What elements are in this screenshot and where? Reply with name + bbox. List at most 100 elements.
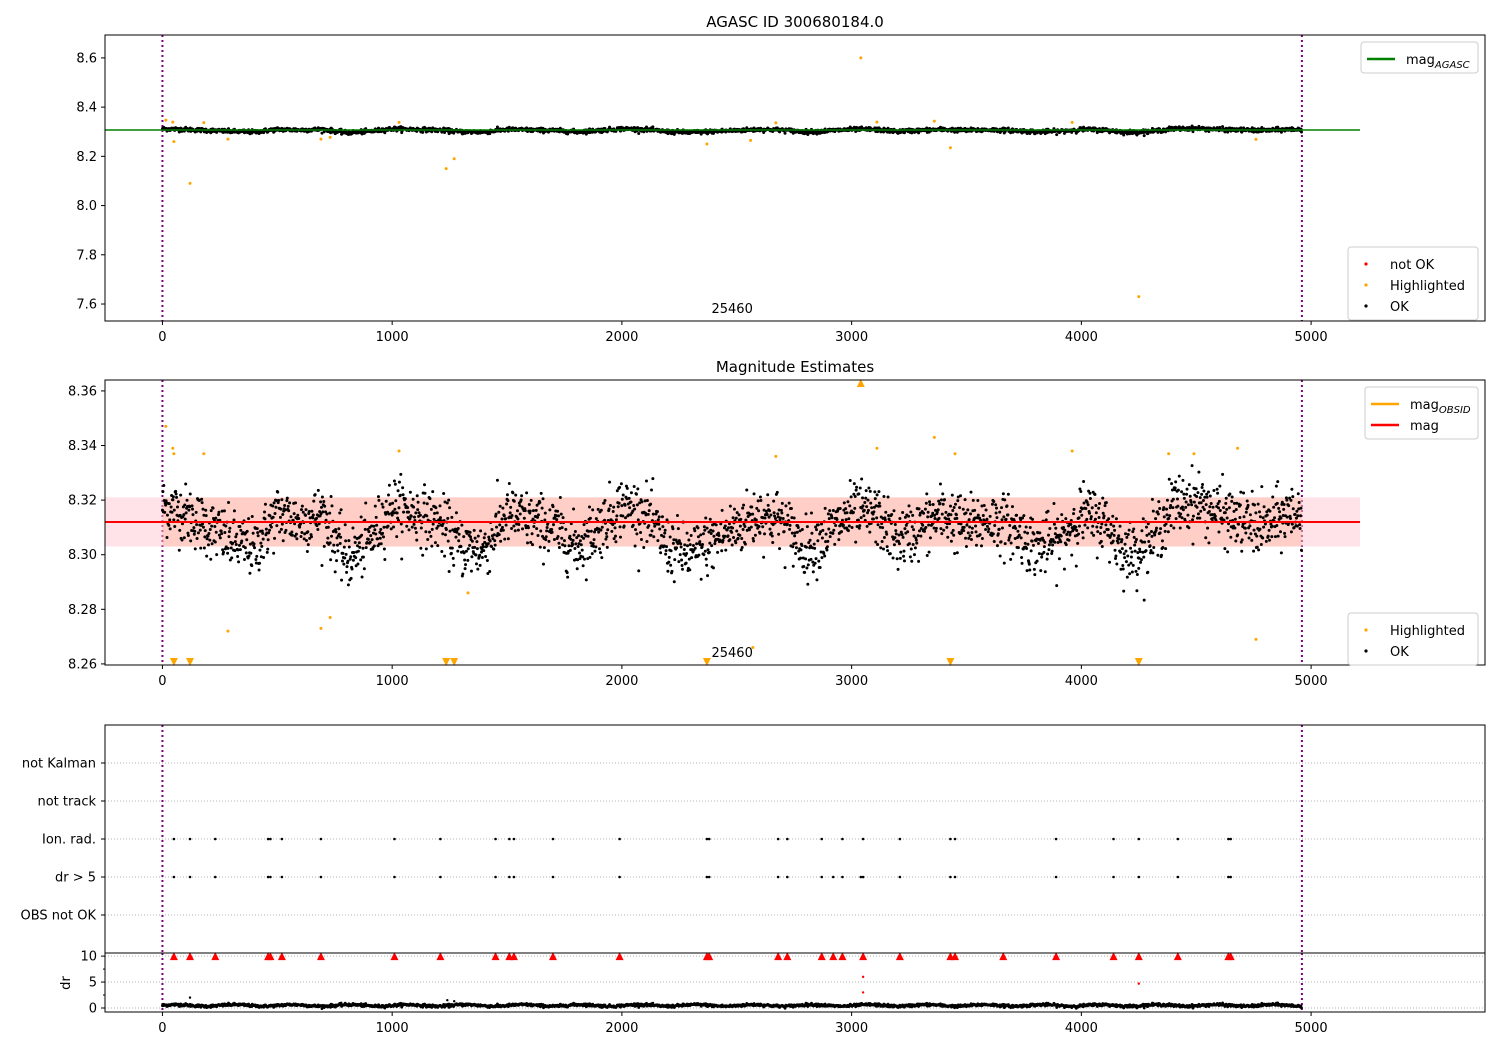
ok-point xyxy=(436,511,439,514)
ok-point xyxy=(293,512,296,515)
ok-point xyxy=(1254,511,1257,514)
ok-point xyxy=(773,511,776,514)
ok-point xyxy=(1115,517,1118,520)
ok-point xyxy=(1045,518,1048,521)
ok-point xyxy=(890,513,893,516)
ok-point xyxy=(1060,535,1063,538)
ok-point xyxy=(1122,568,1125,571)
ok-point xyxy=(827,512,830,515)
ok-point xyxy=(1243,515,1246,518)
ok-point xyxy=(1125,536,1128,539)
ok-point xyxy=(614,540,617,543)
ok-point xyxy=(1063,529,1066,532)
ok-point xyxy=(420,526,423,529)
ok-point xyxy=(1124,550,1127,553)
ok-point xyxy=(374,505,377,508)
ok-point xyxy=(667,561,670,564)
ok-point xyxy=(867,509,870,512)
ok-point xyxy=(199,547,202,550)
ok-point xyxy=(358,546,361,549)
ok-point xyxy=(271,504,274,507)
ok-point xyxy=(385,500,388,503)
ok-point xyxy=(1058,557,1061,560)
ok-point xyxy=(769,514,772,517)
ok-point xyxy=(1089,497,1092,500)
ok-point xyxy=(866,525,869,528)
ok-point xyxy=(306,550,309,553)
ok-point xyxy=(939,502,942,505)
ok-point xyxy=(367,530,370,533)
ok-point xyxy=(476,568,479,571)
ok-point xyxy=(279,516,282,519)
ok-point xyxy=(646,499,649,502)
ok-point xyxy=(858,527,861,530)
ok-point xyxy=(955,513,958,516)
ok-point xyxy=(751,513,754,516)
ok-point xyxy=(428,531,431,534)
ok-point xyxy=(186,499,189,502)
ok-point xyxy=(275,524,278,527)
ok-point xyxy=(696,526,699,529)
ok-point xyxy=(1224,511,1227,514)
ok-point xyxy=(855,489,858,492)
ok-point xyxy=(184,518,187,521)
ok-point xyxy=(201,508,204,511)
ok-point xyxy=(624,504,627,507)
ok-point xyxy=(921,524,924,527)
ok-point xyxy=(661,515,664,518)
ok-point xyxy=(175,496,178,499)
ok-point xyxy=(437,525,440,528)
ok-point xyxy=(786,523,789,526)
ok-point xyxy=(537,513,540,516)
ok-point xyxy=(1228,506,1231,509)
ok-point xyxy=(1128,572,1131,575)
ok-point xyxy=(421,554,424,557)
ok-point xyxy=(332,544,335,547)
ok-point xyxy=(544,512,547,515)
ok-point xyxy=(1204,536,1207,539)
ok-point xyxy=(408,528,411,531)
ok-point xyxy=(849,479,852,482)
ok-point xyxy=(1085,518,1088,521)
ok-point xyxy=(954,503,957,506)
ok-point xyxy=(335,559,338,562)
ok-point xyxy=(441,532,444,535)
ok-point xyxy=(329,558,332,561)
ok-point xyxy=(824,507,827,510)
ok-point xyxy=(415,531,418,534)
ok-point xyxy=(956,551,959,554)
ok-point xyxy=(450,516,453,519)
ok-point xyxy=(337,527,340,530)
ok-point xyxy=(528,503,531,506)
ok-point xyxy=(656,539,659,542)
ok-point xyxy=(382,535,385,538)
ok-point xyxy=(1245,511,1248,514)
ok-point xyxy=(1197,512,1200,515)
ok-point xyxy=(1134,570,1137,573)
ok-point xyxy=(1232,510,1235,513)
ok-point xyxy=(898,542,901,545)
ok-point xyxy=(555,518,558,521)
ok-point xyxy=(985,508,988,511)
ok-point xyxy=(799,548,802,551)
ok-point xyxy=(1172,526,1175,529)
ok-point xyxy=(587,535,590,538)
ok-point xyxy=(379,537,382,540)
ok-point xyxy=(449,530,452,533)
ok-point xyxy=(191,504,194,507)
ok-point xyxy=(1075,565,1078,568)
ok-point xyxy=(207,543,210,546)
ok-point xyxy=(712,566,715,569)
ok-point xyxy=(597,531,600,534)
y-tick-label: 8.4 xyxy=(76,101,97,116)
ok-point xyxy=(287,505,290,508)
ok-point xyxy=(869,490,872,493)
ok-point xyxy=(874,540,877,543)
ok-point xyxy=(626,487,629,490)
ok-point xyxy=(592,542,595,545)
ok-point xyxy=(692,544,695,547)
ok-point xyxy=(539,530,542,533)
ok-point xyxy=(399,494,402,497)
ok-point xyxy=(464,567,467,570)
